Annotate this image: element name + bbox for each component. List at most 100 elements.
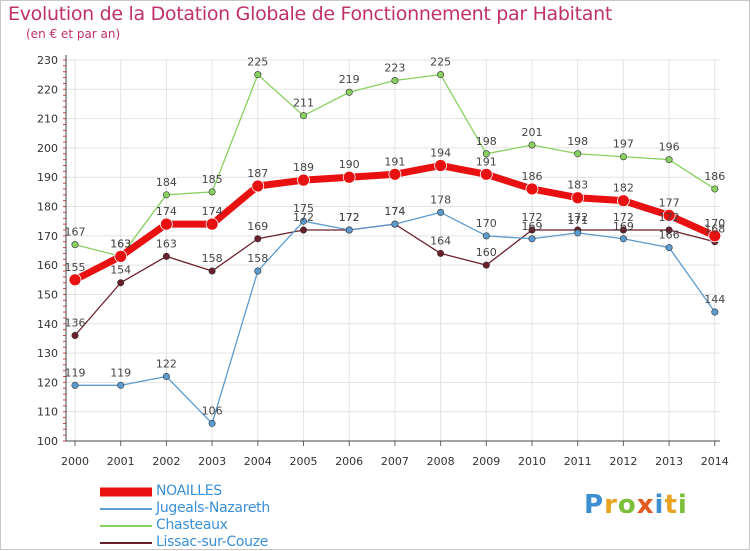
data-label-noailles: 186: [522, 170, 543, 183]
data-label-lissac-sur-couze: 172: [567, 211, 588, 224]
data-label-lissac-sur-couze: 160: [476, 246, 497, 259]
data-label-chasteaux: 198: [567, 135, 588, 148]
data-point-jugeals-nazareth: [482, 232, 490, 240]
data-label-lissac-sur-couze: 172: [613, 211, 634, 224]
data-point-lissac-sur-couze: [71, 331, 79, 339]
data-label-chasteaux: 211: [293, 97, 314, 110]
data-label-noailles: 163: [110, 237, 131, 250]
data-point-noailles: [525, 182, 539, 196]
y-tick-label: 220: [37, 83, 58, 96]
logo-letter: x: [636, 490, 655, 520]
data-point-lissac-sur-couze: [117, 279, 125, 287]
data-label-lissac-sur-couze: 163: [156, 237, 177, 250]
x-tick-label: 2013: [655, 455, 683, 468]
logo-letter: r: [604, 490, 618, 520]
y-tick-label: 120: [37, 376, 58, 389]
x-tick-label: 2003: [198, 455, 226, 468]
data-point-noailles: [114, 249, 128, 263]
data-point-chasteaux: [299, 112, 307, 120]
data-label-jugeals-nazareth: 158: [247, 252, 268, 265]
data-label-jugeals-nazareth: 119: [65, 366, 86, 379]
data-point-chasteaux: [208, 188, 216, 196]
data-point-lissac-sur-couze: [437, 249, 445, 257]
data-label-lissac-sur-couze: 158: [202, 252, 223, 265]
data-label-jugeals-nazareth: 119: [110, 366, 131, 379]
data-label-lissac-sur-couze: 164: [430, 234, 451, 247]
data-point-chasteaux: [437, 71, 445, 79]
data-point-noailles: [662, 208, 676, 222]
y-tick-label: 140: [37, 318, 58, 331]
data-label-noailles: 182: [613, 182, 634, 195]
data-label-noailles: 191: [476, 155, 497, 168]
x-tick-label: 2006: [335, 455, 363, 468]
x-tick-label: 2000: [61, 455, 89, 468]
data-label-chasteaux: 197: [613, 138, 634, 151]
data-point-noailles: [388, 167, 402, 181]
data-label-jugeals-nazareth: 106: [202, 404, 223, 417]
y-tick-label: 160: [37, 259, 58, 272]
proxiti-logo: Proxiti: [584, 490, 688, 520]
x-tick-label: 2004: [244, 455, 272, 468]
legend-label: Jugeals-Nazareth: [156, 500, 270, 516]
data-point-chasteaux: [254, 71, 262, 79]
data-label-noailles: 174: [202, 205, 223, 218]
data-point-chasteaux: [482, 150, 490, 158]
data-label-lissac-sur-couze: 172: [522, 211, 543, 224]
data-label-jugeals-nazareth: 178: [430, 193, 451, 206]
data-point-noailles: [479, 167, 493, 181]
data-point-jugeals-nazareth: [619, 235, 627, 243]
data-label-jugeals-nazareth: 175: [293, 202, 314, 215]
data-label-jugeals-nazareth: 171: [567, 214, 588, 227]
data-label-noailles: 177: [659, 196, 680, 209]
x-tick-label: 2001: [107, 455, 135, 468]
data-point-lissac-sur-couze: [665, 226, 673, 234]
data-point-chasteaux: [71, 241, 79, 249]
y-tick-label: 200: [37, 142, 58, 155]
data-point-chasteaux: [528, 141, 536, 149]
logo-letter: t: [664, 490, 678, 520]
data-point-lissac-sur-couze: [299, 226, 307, 234]
y-tick-label: 150: [37, 288, 58, 301]
data-label-noailles: 191: [384, 155, 405, 168]
data-label-noailles: 183: [567, 179, 588, 192]
data-point-jugeals-nazareth: [345, 226, 353, 234]
data-point-jugeals-nazareth: [254, 267, 262, 275]
data-point-chasteaux: [665, 156, 673, 164]
data-point-jugeals-nazareth: [391, 220, 399, 228]
legend-swatch: [100, 524, 152, 527]
logo-letter: o: [617, 490, 637, 520]
legend-swatch: [100, 507, 152, 510]
legend-label: NOAILLES: [156, 483, 222, 499]
data-point-lissac-sur-couze: [254, 235, 262, 243]
data-label-layer: 155 163 174 174 187 189 190 191 194 191 186 183 182 1…: [65, 56, 726, 418]
data-point-jugeals-nazareth: [437, 208, 445, 216]
data-point-noailles: [68, 273, 82, 287]
chart-title: Evolution de la Dotation Globale de Fonc…: [8, 3, 613, 25]
data-label-chasteaux: 184: [156, 176, 177, 189]
y-tick-label: 110: [37, 406, 58, 419]
data-point-noailles: [205, 217, 219, 231]
data-label-chasteaux: 196: [659, 141, 680, 154]
data-point-jugeals-nazareth: [528, 235, 536, 243]
data-point-lissac-sur-couze: [482, 261, 490, 269]
data-point-chasteaux: [574, 150, 582, 158]
x-tick-label: 2010: [518, 455, 546, 468]
data-label-noailles: 187: [247, 167, 268, 180]
data-point-lissac-sur-couze: [528, 226, 536, 234]
data-label-noailles: 190: [339, 158, 360, 171]
data-label-jugeals-nazareth: 172: [339, 211, 360, 224]
data-label-jugeals-nazareth: 169: [522, 220, 543, 233]
y-tick-label: 130: [37, 347, 58, 360]
legend-label: Lissac-sur-Couze: [156, 534, 269, 550]
data-label-jugeals-nazareth: 170: [476, 217, 497, 230]
data-point-jugeals-nazareth: [574, 229, 582, 237]
data-point-jugeals-nazareth: [208, 419, 216, 427]
data-point-chasteaux: [345, 88, 353, 96]
data-point-jugeals-nazareth: [711, 308, 719, 316]
data-point-chasteaux: [711, 185, 719, 193]
data-point-chasteaux: [162, 191, 170, 199]
data-label-jugeals-nazareth: 169: [613, 220, 634, 233]
data-point-jugeals-nazareth: [117, 381, 125, 389]
data-label-chasteaux: 225: [430, 56, 451, 69]
